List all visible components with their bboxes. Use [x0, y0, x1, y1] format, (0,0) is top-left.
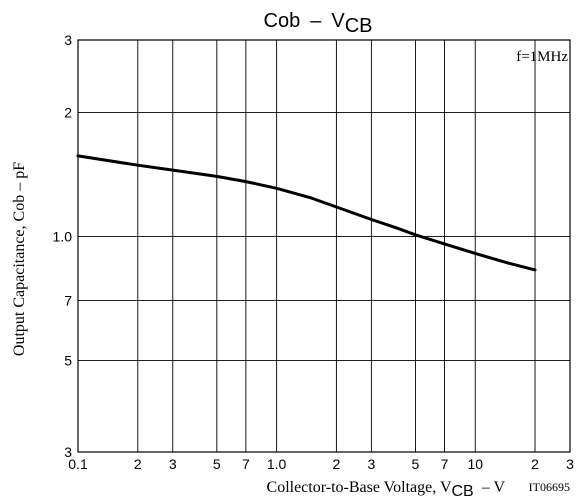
- x-tick-label: 5: [213, 456, 221, 472]
- plot-frame: [77, 39, 571, 453]
- x-tick-label: 2: [531, 456, 539, 472]
- y-axis-label: Output Capacitance, Cob – pF: [11, 162, 28, 356]
- x-tick-label: 7: [242, 456, 250, 472]
- x-tick-label: 7: [441, 456, 449, 472]
- frequency-annotation: f=1MHz: [516, 49, 568, 65]
- x-tick-label: 10: [467, 456, 483, 472]
- x-tick-label: 5: [412, 456, 420, 472]
- x-axis-label: Collector-to-Base Voltage, VCB – V: [267, 479, 506, 500]
- x-tick-label: 2: [333, 456, 341, 472]
- cob-curve: [76, 154, 537, 272]
- y-tick-label: 3: [64, 444, 72, 460]
- y-tick-label: 5: [64, 353, 72, 369]
- part-number-label: IT06695: [529, 480, 570, 494]
- y-tick-label: 7: [64, 292, 72, 308]
- y-tick-label: 2: [64, 105, 72, 121]
- y-tick-label: 1.0: [53, 229, 73, 245]
- grid: [77, 39, 571, 453]
- x-tick-label: 0.1: [68, 456, 88, 472]
- x-tick-label: 3: [566, 456, 574, 472]
- y-tick-label: 3: [64, 32, 72, 48]
- x-tick-labels: 0.1 2 3 5 7 1.0 2 3 5 7 10 2 3: [68, 456, 574, 472]
- x-tick-label: 3: [367, 456, 375, 472]
- chart-title: Cob – VCB: [264, 10, 373, 37]
- x-tick-label: 1.0: [267, 456, 287, 472]
- y-tick-labels: 3 5 7 1.0 2 3: [53, 32, 73, 460]
- x-tick-label: 2: [134, 456, 142, 472]
- x-tick-label: 3: [169, 456, 177, 472]
